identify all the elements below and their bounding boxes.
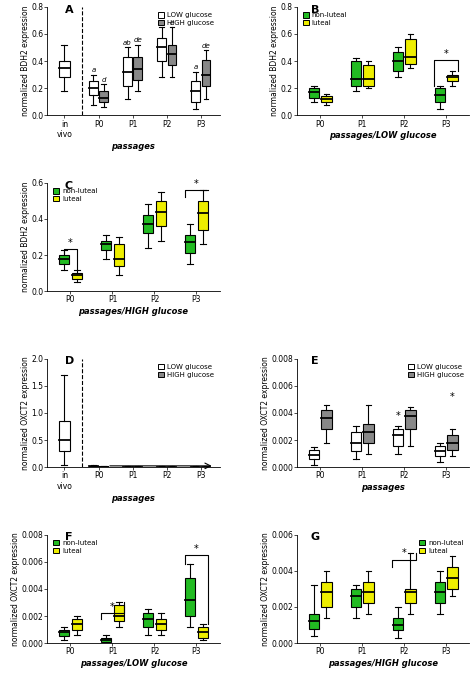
Bar <box>101 240 111 250</box>
Text: d: d <box>101 77 106 83</box>
Bar <box>100 466 108 467</box>
Text: de: de <box>201 43 210 49</box>
Bar <box>101 638 111 642</box>
Bar <box>157 38 166 61</box>
Bar <box>321 410 332 429</box>
Bar <box>405 410 416 429</box>
Bar <box>155 201 166 226</box>
Bar <box>363 582 374 603</box>
Bar <box>202 60 210 85</box>
Text: a: a <box>193 64 198 70</box>
Text: B: B <box>311 5 319 15</box>
Bar <box>447 435 458 450</box>
Text: *: * <box>395 411 400 421</box>
Text: F: F <box>64 532 72 542</box>
Text: D: D <box>64 357 74 366</box>
X-axis label: passages/LOW glucose: passages/LOW glucose <box>329 131 437 140</box>
Text: E: E <box>311 357 319 366</box>
Bar <box>59 61 70 77</box>
Bar <box>59 421 70 451</box>
Text: a: a <box>91 67 96 73</box>
X-axis label: passages: passages <box>111 494 155 502</box>
Bar <box>114 605 124 621</box>
Bar <box>72 274 82 279</box>
Text: *: * <box>194 179 199 189</box>
X-axis label: passages: passages <box>111 141 155 151</box>
Bar <box>89 466 98 467</box>
Legend: non-luteal, luteal: non-luteal, luteal <box>417 538 466 556</box>
Text: *: * <box>110 602 115 612</box>
Bar <box>309 614 319 629</box>
Text: b: b <box>159 20 164 26</box>
Bar <box>363 424 374 443</box>
Bar <box>198 627 208 638</box>
Bar <box>143 613 154 627</box>
Bar <box>405 39 416 64</box>
Bar <box>143 215 154 234</box>
Bar <box>134 57 142 80</box>
Bar <box>309 450 319 459</box>
Text: *: * <box>402 548 407 558</box>
Legend: LOW glucose, HIGH glucose: LOW glucose, HIGH glucose <box>406 362 466 380</box>
Bar <box>89 81 98 95</box>
X-axis label: passages/HIGH glucose: passages/HIGH glucose <box>79 307 189 316</box>
Bar <box>351 432 361 451</box>
Bar <box>392 618 403 630</box>
Bar <box>435 88 445 102</box>
Bar <box>447 567 458 589</box>
Text: de: de <box>133 37 142 43</box>
Bar <box>405 589 416 603</box>
Text: *: * <box>444 49 448 59</box>
Bar <box>363 65 374 85</box>
Legend: LOW glucose, HIGH glucose: LOW glucose, HIGH glucose <box>156 10 216 28</box>
Text: *: * <box>450 392 455 402</box>
Legend: LOW glucose, HIGH glucose: LOW glucose, HIGH glucose <box>156 362 216 380</box>
Bar <box>309 88 319 97</box>
Bar <box>155 619 166 630</box>
Legend: non-luteal, luteal: non-luteal, luteal <box>51 186 100 204</box>
Text: ab: ab <box>123 40 132 46</box>
Bar <box>185 578 195 616</box>
Bar <box>435 582 445 603</box>
X-axis label: passages/HIGH glucose: passages/HIGH glucose <box>328 659 438 668</box>
Text: C: C <box>64 181 73 190</box>
Text: e: e <box>170 20 174 26</box>
Bar <box>392 429 403 445</box>
Bar <box>351 589 361 607</box>
Text: A: A <box>64 5 73 15</box>
Legend: non-luteal, luteal: non-luteal, luteal <box>51 538 100 556</box>
Y-axis label: normalized BDH2 expression: normalized BDH2 expression <box>21 181 30 292</box>
Bar <box>392 51 403 70</box>
X-axis label: passages/LOW glucose: passages/LOW glucose <box>80 659 187 668</box>
Bar <box>191 81 200 102</box>
Bar <box>114 244 124 266</box>
Y-axis label: normalized OXCT2 expression: normalized OXCT2 expression <box>11 532 20 646</box>
Bar <box>72 619 82 630</box>
Bar <box>59 255 70 264</box>
Y-axis label: normalized OXCT2 expression: normalized OXCT2 expression <box>261 356 270 470</box>
Bar <box>59 630 70 636</box>
Text: *: * <box>194 544 199 554</box>
Y-axis label: normalized BDH2 expression: normalized BDH2 expression <box>21 6 30 116</box>
X-axis label: passages: passages <box>361 483 405 492</box>
Bar <box>198 201 208 230</box>
Bar <box>435 445 445 456</box>
Y-axis label: normalized BDH2 expression: normalized BDH2 expression <box>270 6 279 116</box>
Bar <box>185 235 195 253</box>
Text: *: * <box>68 238 73 248</box>
Y-axis label: normalized OXCT2 expression: normalized OXCT2 expression <box>261 532 270 646</box>
Bar <box>100 91 108 102</box>
Y-axis label: normalized OXCT2 expression: normalized OXCT2 expression <box>21 356 30 470</box>
Text: G: G <box>311 532 320 542</box>
Bar <box>351 61 361 85</box>
Bar <box>321 582 332 607</box>
Legend: non-luteal, luteal: non-luteal, luteal <box>301 10 349 28</box>
Bar <box>123 57 132 85</box>
Bar <box>321 96 332 102</box>
Bar <box>168 45 176 65</box>
Bar <box>447 74 458 81</box>
